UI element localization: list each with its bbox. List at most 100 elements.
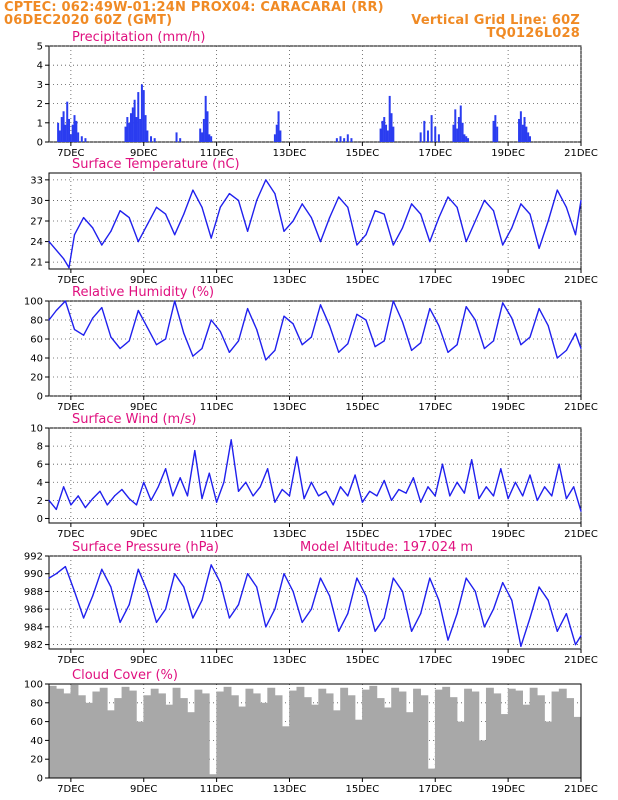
humidity-point [401, 321, 404, 323]
temperature-point [511, 227, 513, 229]
humidity-point [319, 304, 322, 306]
precipitation-bar [521, 124, 524, 142]
precipitation-bar [379, 128, 382, 142]
humidity-point [538, 308, 540, 310]
wind-point [478, 497, 480, 500]
cloud-cover-bar [311, 704, 319, 778]
temperature-point [210, 237, 212, 239]
humidity-frame [48, 300, 582, 397]
cloud-cover-bar [281, 726, 290, 778]
temperature-point [338, 196, 340, 198]
humidity-point [374, 346, 376, 348]
precipitation-bar [386, 130, 389, 142]
temperature-point [347, 206, 349, 208]
precipitation-date-label: 9DEC [130, 148, 157, 159]
precipitation-bar [208, 134, 211, 142]
precipitation-bar [140, 84, 143, 142]
precipitation-bar [84, 138, 87, 142]
humidity-point [556, 357, 558, 359]
wind-series-line [48, 439, 582, 512]
wind-point [318, 495, 320, 497]
precipitation-bar [124, 126, 127, 142]
cloud-cover-bar [434, 689, 443, 778]
humidity-point [119, 347, 121, 350]
humidity-point [110, 336, 112, 338]
cloud-cover-bar [551, 691, 560, 778]
wind-point [456, 481, 458, 483]
cloud-cover-bar [274, 695, 283, 778]
precipitation-bar [153, 138, 156, 142]
precipitation-bar [467, 138, 470, 142]
wind-ytick-label: 8 [37, 442, 43, 453]
pressure-point [48, 577, 50, 579]
humidity-point [438, 325, 440, 327]
precipitation-date-label: 17DEC [418, 148, 452, 159]
cloud-cover-bar [238, 706, 247, 778]
pressure-point [137, 568, 139, 570]
pressure-point [328, 595, 331, 597]
wind-point [339, 486, 342, 488]
wind-point [543, 486, 546, 488]
temperature-point [256, 199, 258, 202]
wind-title: Surface Wind (m/s) [72, 412, 196, 427]
cloud-cover-ytick-label: 100 [24, 680, 43, 691]
precipitation-bar [335, 138, 338, 142]
wind-point [201, 497, 203, 500]
humidity-point [55, 309, 57, 312]
header-station: CPTEC: 062:49W-01:24N PROX04: CARACARAI … [4, 0, 384, 15]
wind-point [522, 495, 524, 497]
precipitation-bar [133, 99, 136, 142]
pressure-point [101, 568, 103, 570]
precipitation-bar [456, 128, 459, 142]
wind-point [135, 504, 138, 506]
wind-ytick-label: 10 [30, 424, 43, 435]
humidity-point [165, 338, 167, 340]
cloud-cover-date-label: 15DEC [346, 784, 380, 795]
temperature-point [101, 244, 103, 246]
temperature-date-label: 19DEC [491, 275, 525, 286]
pressure-point [420, 612, 422, 615]
precipitation-bar [527, 132, 530, 142]
precipitation-date-label: 19DEC [491, 148, 525, 159]
wind-point [390, 499, 393, 501]
cloud-cover-date-label: 7DEC [57, 784, 84, 795]
pressure-point [374, 630, 376, 632]
precipitation-bar [201, 132, 204, 142]
cloud-cover-bar [464, 688, 472, 778]
cloud-cover-date-label: 11DEC [200, 784, 234, 795]
wind-point [514, 481, 517, 483]
precipitation-bar [426, 130, 429, 142]
cloud-cover-bar [442, 686, 451, 778]
temperature-point [474, 220, 476, 222]
wind-point [62, 486, 65, 488]
wind-point [267, 468, 269, 470]
temperature-point [283, 230, 285, 232]
precipitation-bar [381, 120, 384, 142]
pressure-ytick-label: 988 [24, 587, 43, 598]
precipitation-bar [457, 117, 460, 142]
precipitation-bar [459, 105, 462, 142]
humidity-point [228, 351, 230, 353]
header-model: TQ0126L028 [486, 26, 580, 41]
temperature-point [174, 234, 176, 236]
humidity-point [447, 351, 449, 353]
temperature-point [447, 196, 449, 198]
precipitation-bar [179, 138, 182, 142]
cloud-cover-bar [179, 698, 188, 778]
wind-point [529, 474, 531, 476]
humidity-point [547, 325, 549, 327]
humidity-ytick-label: 20 [30, 373, 43, 384]
precipitation-bar [390, 113, 393, 142]
pressure-panel: 982 984 986 988 990 992 7DEC 9DEC 11DEC 13DEC 15DE… [24, 540, 598, 666]
pressure-point [256, 586, 258, 588]
cloud-cover-bar [485, 687, 494, 778]
wind-point [573, 486, 575, 488]
cloud-cover-bar [252, 693, 261, 778]
cloud-cover-bar [391, 687, 400, 778]
precipitation-ytick-label: 2 [37, 99, 43, 110]
wind-point [310, 481, 312, 483]
cloud-cover-bar [347, 695, 356, 778]
pressure-point [401, 590, 404, 593]
temperature-point [201, 206, 203, 208]
